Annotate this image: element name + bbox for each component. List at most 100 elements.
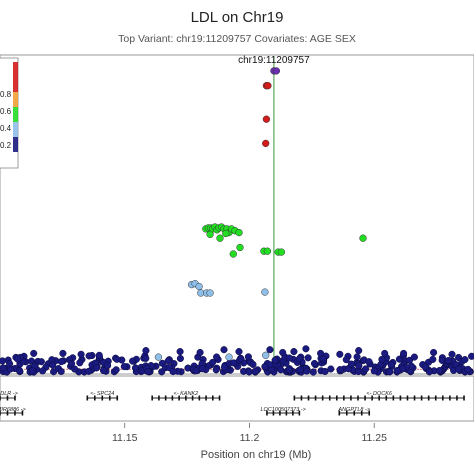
variant-point <box>262 351 270 359</box>
gene-exon <box>292 410 294 416</box>
gene-exon <box>272 410 275 416</box>
variant-point <box>198 365 206 373</box>
variant-point <box>142 354 150 362</box>
legend-label: 0.8 <box>0 90 12 99</box>
gene-exon <box>164 395 167 401</box>
gene-label: LOC100507373 -> <box>260 407 306 413</box>
variant-point <box>39 367 47 375</box>
gene-label: MIR6886 -> <box>0 407 26 413</box>
gene-exon <box>298 410 301 416</box>
ld-variants <box>154 67 367 361</box>
variant-point <box>266 346 274 354</box>
variant-point <box>387 361 395 369</box>
variant-point <box>272 67 281 75</box>
gene-exon <box>456 395 458 401</box>
gene-exon <box>406 395 409 401</box>
variant-point <box>353 353 361 361</box>
gene-label: LDLR -> <box>0 391 19 397</box>
variant-point <box>222 229 230 238</box>
variant-point <box>461 356 469 364</box>
gene-exon <box>21 410 24 416</box>
plot-panel <box>0 54 474 375</box>
gene-exon <box>285 410 288 416</box>
variant-point <box>336 366 344 374</box>
legend-swatch <box>13 122 18 137</box>
variant-point <box>285 366 293 374</box>
variant-point <box>438 356 446 364</box>
variant-point <box>195 282 203 291</box>
variant-point <box>317 349 325 357</box>
variant-point <box>362 365 370 373</box>
legend-swatch <box>13 107 18 122</box>
gene-exon <box>434 395 437 401</box>
variant-point <box>15 367 24 375</box>
variant-point <box>229 250 237 258</box>
variant-point <box>220 363 229 371</box>
gene-exon <box>321 395 324 401</box>
variant-point <box>237 355 245 363</box>
gene-exon <box>178 395 180 401</box>
variant-point <box>6 360 14 368</box>
variant-point <box>285 354 293 362</box>
legend-swatch <box>13 92 18 107</box>
x-axis-label: Position on chr19 (Mb) <box>201 449 312 461</box>
gene-exon <box>279 410 281 416</box>
variant-point <box>206 230 214 239</box>
gene-exon <box>463 395 465 401</box>
variant-point <box>355 347 363 355</box>
gene-exon <box>205 395 207 401</box>
gene-exon <box>420 395 423 401</box>
variant-point <box>216 234 224 242</box>
variant-point <box>295 355 303 363</box>
variant-point <box>342 356 350 364</box>
variant-point <box>464 365 472 373</box>
variant-point <box>347 360 355 368</box>
x-axis: 11.15 11.2 11.25 <box>112 423 387 444</box>
gene-exon <box>307 395 310 401</box>
gene-exon <box>14 410 16 416</box>
variant-point <box>429 355 437 363</box>
gene-exon <box>338 410 341 416</box>
variant-point <box>262 115 271 123</box>
variant-point <box>359 234 367 242</box>
variant-point <box>303 367 311 375</box>
legend-label: 0.4 <box>0 124 12 133</box>
gene-exon <box>385 395 388 401</box>
gene-exon <box>353 410 356 416</box>
variant-point <box>454 365 462 373</box>
gene-exon <box>345 410 348 416</box>
variant-point <box>99 367 108 375</box>
x-tick-label: 11.25 <box>361 432 387 444</box>
gene-exon <box>14 395 16 401</box>
variant-point <box>49 361 57 369</box>
variant-point <box>0 364 7 372</box>
legend-label: 0.2 <box>0 141 12 150</box>
gene-exon <box>357 395 359 401</box>
gene-exon <box>212 395 214 401</box>
gene-exon <box>368 410 371 416</box>
variant-point <box>144 368 152 376</box>
gene-exon <box>108 395 111 401</box>
gene-label: <- KANK2 <box>174 391 199 397</box>
variant-point <box>421 363 429 371</box>
chart-subtitle: Top Variant: chr19:11209757 Covariates: … <box>118 33 356 45</box>
gene-exon <box>86 395 89 401</box>
variant-point <box>393 366 401 375</box>
variant-point <box>76 359 84 367</box>
legend-swatch <box>13 77 18 92</box>
gene-exon <box>0 395 1 401</box>
variant-point <box>129 357 137 365</box>
variant-point <box>176 348 184 356</box>
variant-point <box>220 346 228 354</box>
variant-point <box>68 360 76 368</box>
variant-point <box>271 356 279 364</box>
variant-point <box>59 349 67 357</box>
variant-point <box>336 350 344 358</box>
gene-label: <- DOCK6 <box>366 391 392 397</box>
variant-point <box>169 368 177 376</box>
variant-point <box>354 368 362 376</box>
gene-exon <box>392 395 395 401</box>
x-tick-label: 11.2 <box>240 432 260 444</box>
variant-point <box>71 365 79 373</box>
legend-label: 0.6 <box>0 107 12 116</box>
